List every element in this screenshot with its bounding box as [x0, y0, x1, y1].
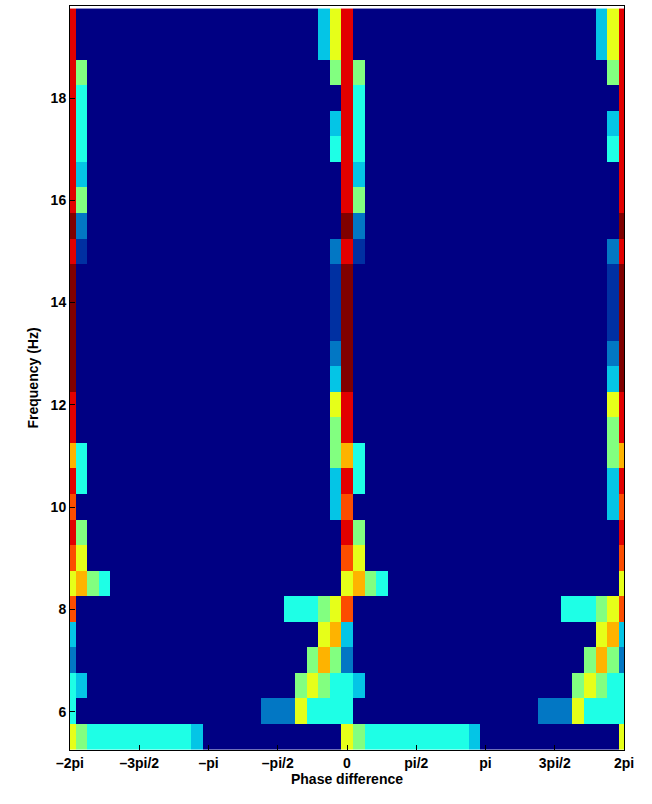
- svg-text:8: 8: [58, 601, 66, 617]
- svg-text:3pi/2: 3pi/2: [539, 755, 571, 771]
- svg-text:10: 10: [51, 499, 67, 515]
- svg-text:Frequency (Hz): Frequency (Hz): [25, 327, 41, 428]
- svg-text:–pi/2: –pi/2: [262, 755, 294, 771]
- svg-text:0: 0: [343, 755, 351, 771]
- svg-text:12: 12: [51, 397, 67, 413]
- svg-text:–2pi: –2pi: [56, 755, 84, 771]
- svg-text:6: 6: [58, 704, 66, 720]
- svg-text:pi/2: pi/2: [404, 755, 428, 771]
- svg-text:14: 14: [51, 294, 67, 310]
- svg-text:16: 16: [51, 192, 67, 208]
- svg-text:–pi: –pi: [198, 755, 218, 771]
- svg-text:–3pi/2: –3pi/2: [119, 755, 159, 771]
- svg-text:2pi: 2pi: [614, 755, 634, 771]
- svg-text:18: 18: [51, 90, 67, 106]
- svg-text:pi: pi: [479, 755, 491, 771]
- svg-text:Phase difference: Phase difference: [291, 771, 403, 787]
